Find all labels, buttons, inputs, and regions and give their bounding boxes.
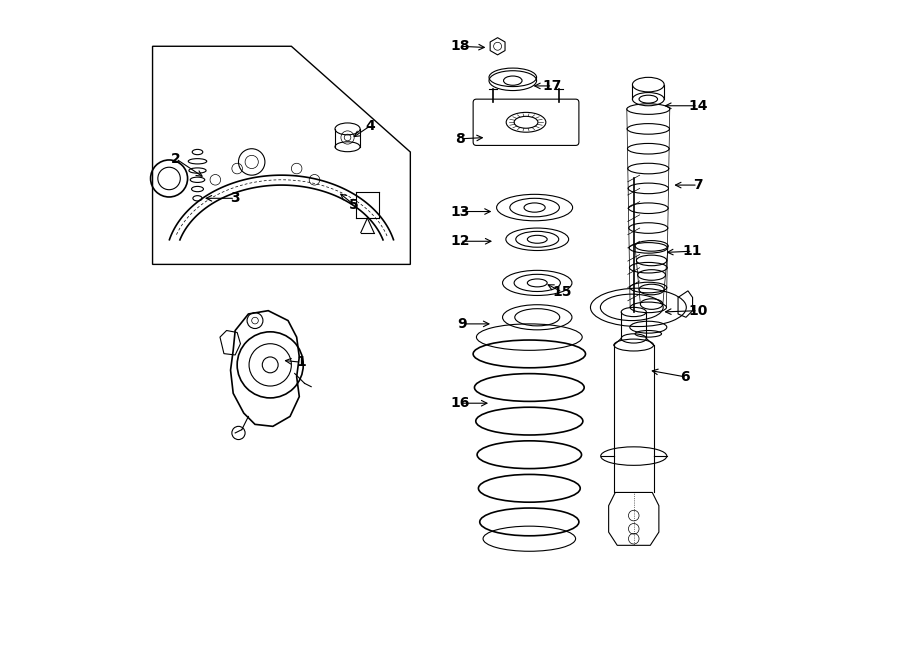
Text: 14: 14 bbox=[688, 98, 707, 113]
Text: 16: 16 bbox=[450, 396, 470, 410]
Text: 3: 3 bbox=[230, 191, 240, 206]
Text: 6: 6 bbox=[680, 369, 689, 384]
Text: 11: 11 bbox=[683, 244, 702, 258]
Text: 10: 10 bbox=[688, 303, 707, 318]
Text: 17: 17 bbox=[543, 79, 562, 93]
Text: 18: 18 bbox=[450, 39, 470, 54]
Text: 9: 9 bbox=[457, 317, 467, 331]
Text: 12: 12 bbox=[450, 234, 470, 249]
Text: 13: 13 bbox=[450, 204, 470, 219]
Text: 2: 2 bbox=[171, 151, 181, 166]
Text: 8: 8 bbox=[455, 132, 464, 146]
Text: 15: 15 bbox=[553, 285, 572, 299]
Text: 4: 4 bbox=[365, 118, 375, 133]
Text: 1: 1 bbox=[296, 355, 306, 369]
Text: 7: 7 bbox=[693, 178, 703, 192]
Text: 5: 5 bbox=[349, 198, 359, 212]
